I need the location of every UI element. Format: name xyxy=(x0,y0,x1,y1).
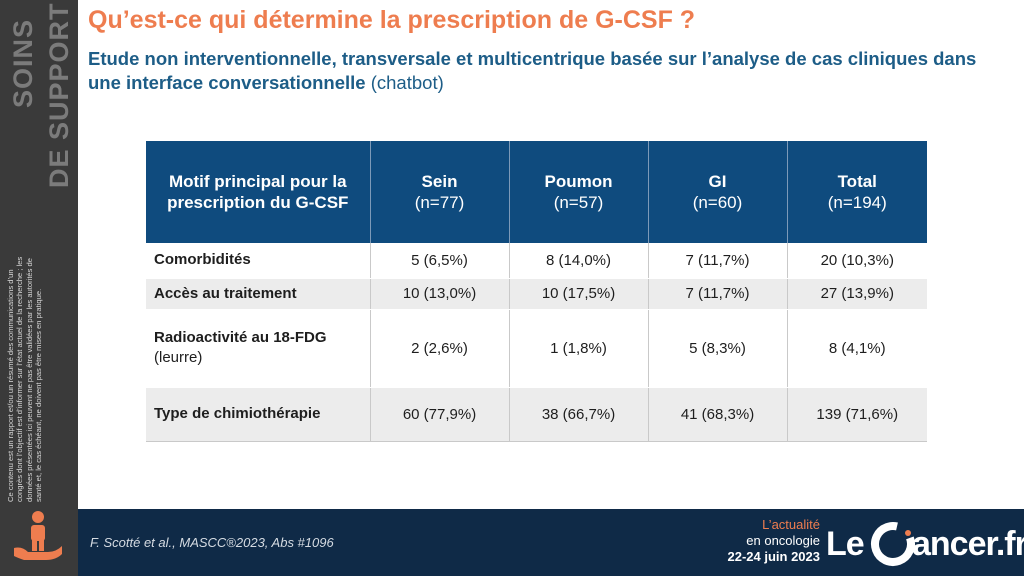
header-col-n: (n=57) xyxy=(553,193,604,212)
sidebar-title-line2: DE SUPPORT xyxy=(44,2,74,188)
table-cell: 8 (4,1%) xyxy=(787,309,927,388)
table-cell: 5 (8,3%) xyxy=(648,309,788,388)
event-line1: L’actualité xyxy=(762,517,820,532)
table-cell: 5 (6,5%) xyxy=(370,243,510,279)
event-info: L’actualité en oncologie 22-24 juin 2023 xyxy=(728,517,821,565)
table-cell: 41 (68,3%) xyxy=(648,387,788,442)
table-row: Type de chimiothérapie 60 (77,9%) 38 (66… xyxy=(146,387,927,442)
table-cell: 10 (17,5%) xyxy=(509,278,649,310)
header-col-n: (n=60) xyxy=(692,193,743,212)
table-cell: 38 (66,7%) xyxy=(509,387,649,442)
table-cell: 10 (13,0%) xyxy=(370,278,510,310)
header-col: Total (n=194) xyxy=(787,141,927,243)
header-col-name: Sein xyxy=(421,172,458,191)
table-cell: 8 (14,0%) xyxy=(509,243,649,279)
row-label: Comorbidités xyxy=(146,243,371,279)
page-subtitle: Etude non interventionnelle, transversal… xyxy=(88,47,993,95)
sidebar: SOINS DE SUPPORT Ce contenu est un rappo… xyxy=(0,0,78,576)
page-title: Qu’est-ce qui détermine la prescription … xyxy=(88,6,696,34)
header-motif: Motif principal pour la prescription du … xyxy=(146,141,371,243)
header-col-name: GI xyxy=(708,172,727,191)
sidebar-title-line1: SOINS xyxy=(8,18,38,108)
row-label-sub: (leurre) xyxy=(154,349,203,366)
results-table: Motif principal pour la prescription du … xyxy=(146,141,927,442)
header-col: Poumon (n=57) xyxy=(509,141,649,243)
table-cell: 2 (2,6%) xyxy=(370,309,510,388)
table-cell: 7 (11,7%) xyxy=(648,243,788,279)
subtitle-bold: Etude non interventionnelle, transversal… xyxy=(88,48,977,93)
header-col-name: Poumon xyxy=(544,172,613,191)
row-label-cell: Radioactivité au 18-FDG (leurre) xyxy=(146,309,371,388)
table-header-row: Motif principal pour la prescription du … xyxy=(146,141,927,243)
row-label: Radioactivité au 18-FDG xyxy=(154,329,327,346)
row-label: Type de chimiothérapie xyxy=(146,387,371,442)
event-dates: 22-24 juin 2023 xyxy=(727,549,821,564)
logo-rest: ancer.fr xyxy=(912,525,1024,563)
person-hand-icon xyxy=(14,511,62,560)
header-col: GI (n=60) xyxy=(648,141,788,243)
table-cell: 20 (10,3%) xyxy=(787,243,927,279)
header-col: Sein (n=77) xyxy=(370,141,510,243)
logo-le: Le xyxy=(826,525,865,563)
header-col-name: Total xyxy=(837,172,877,191)
event-line2: en oncologie xyxy=(746,533,820,548)
row-label: Accès au traitement xyxy=(146,278,371,310)
table-row: Comorbidités 5 (6,5%) 8 (14,0%) 7 (11,7%… xyxy=(146,243,927,279)
header-col-n: (n=77) xyxy=(414,193,465,212)
table-cell: 7 (11,7%) xyxy=(648,278,788,310)
table-cell: 60 (77,9%) xyxy=(370,387,510,442)
logo-ring-icon xyxy=(871,522,915,566)
disclaimer-text: Ce contenu est un rapport et/ou un résum… xyxy=(6,256,44,502)
citation: F. Scotté et al., MASCC®2023, Abs #1096 xyxy=(90,535,334,550)
subtitle-light: (chatbot) xyxy=(370,72,444,93)
footer: F. Scotté et al., MASCC®2023, Abs #1096 … xyxy=(78,509,1024,576)
table-cell: 139 (71,6%) xyxy=(787,387,927,442)
table-row: Radioactivité au 18-FDG (leurre) 2 (2,6%… xyxy=(146,309,927,388)
table-row: Accès au traitement 10 (13,0%) 10 (17,5%… xyxy=(146,278,927,310)
lecancer-logo: Le ancer.fr xyxy=(826,521,1024,567)
table-cell: 1 (1,8%) xyxy=(509,309,649,388)
table-cell: 27 (13,9%) xyxy=(787,278,927,310)
sidebar-title: SOINS DE SUPPORT xyxy=(0,0,78,200)
header-col-n: (n=194) xyxy=(827,193,887,212)
